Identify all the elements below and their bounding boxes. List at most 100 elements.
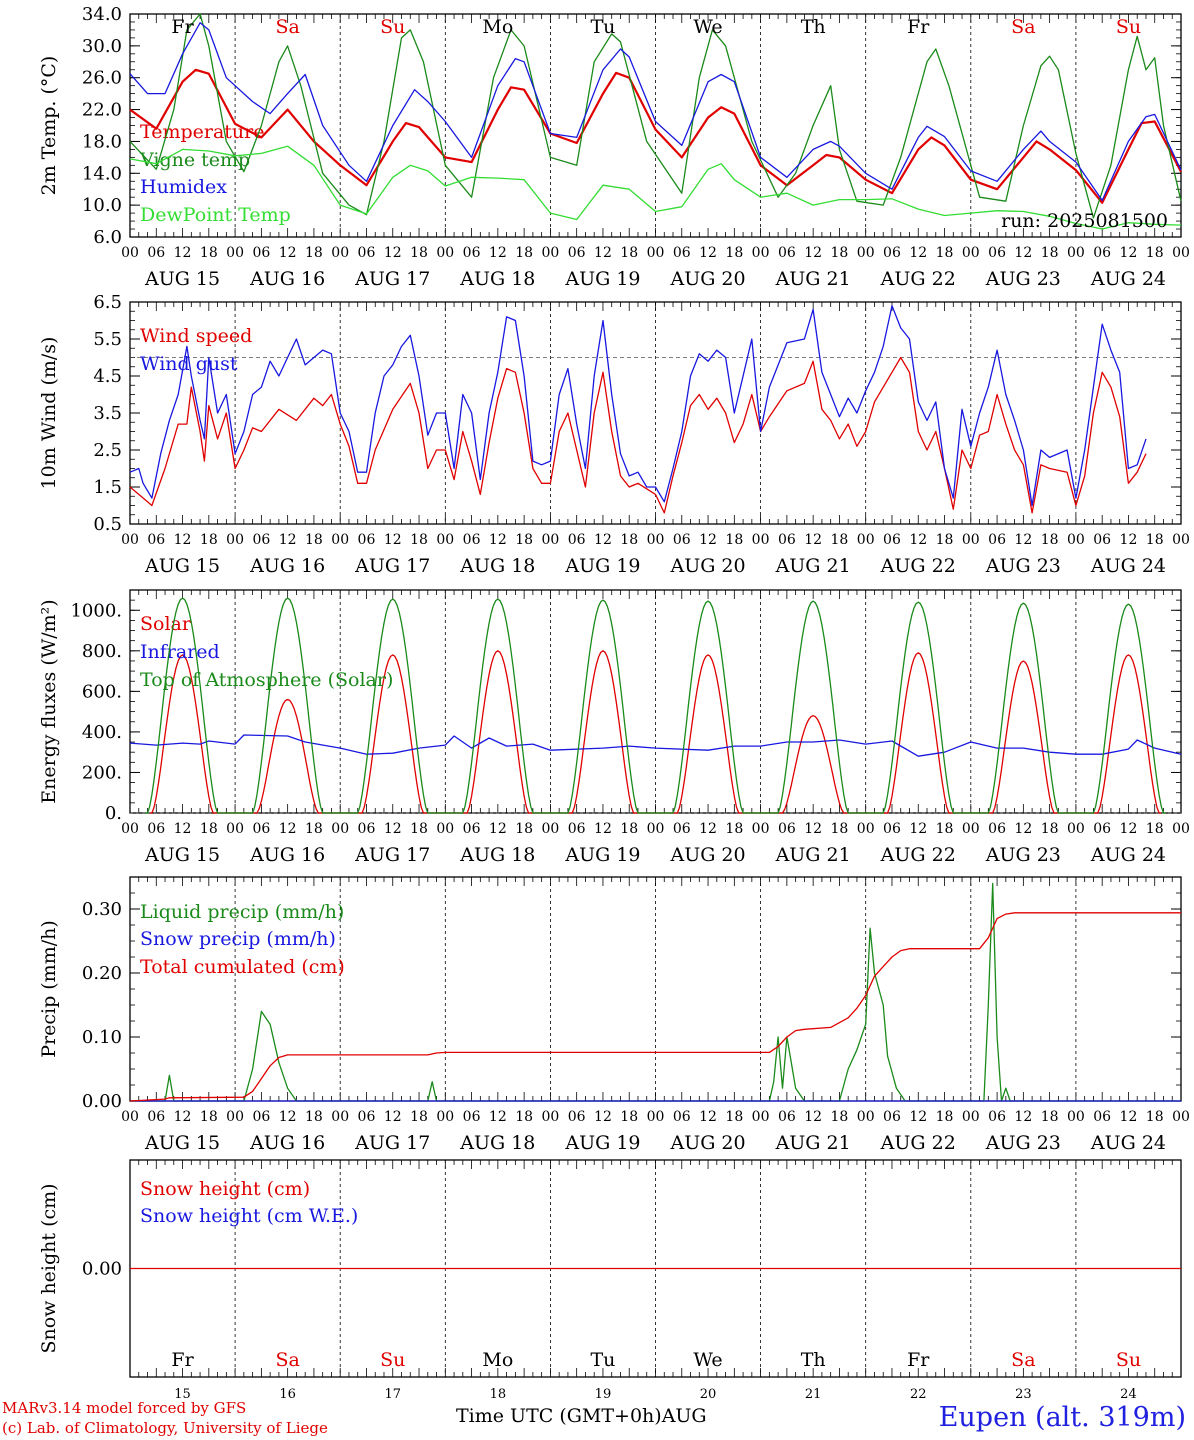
- y-tick-label: 6.0: [93, 227, 122, 248]
- series-line-blue: [129, 305, 1147, 507]
- date-label: AUG 23: [985, 1132, 1061, 1154]
- hour-tick-label: 18: [515, 821, 533, 837]
- date-label: AUG 18: [459, 844, 535, 866]
- hour-tick-label: 06: [568, 532, 586, 548]
- hour-tick-label: 12: [594, 532, 612, 548]
- hour-tick-label: 00: [226, 1109, 244, 1125]
- hour-tick-label: 06: [1093, 1109, 1111, 1125]
- hour-tick-label: 12: [489, 1109, 507, 1125]
- hour-tick-label: 18: [200, 821, 218, 837]
- y-tick-label: 400.: [82, 722, 122, 743]
- hour-tick-label: 06: [358, 532, 376, 548]
- hour-tick-label: 12: [279, 821, 297, 837]
- y-tick-label: 0.: [105, 803, 122, 824]
- y-tick-label: 0.20: [82, 963, 122, 984]
- hour-tick-label: 00: [226, 532, 244, 548]
- date-label: AUG 15: [144, 1132, 220, 1154]
- hour-tick-label: 18: [515, 1109, 533, 1125]
- hour-tick-label: 18: [936, 821, 954, 837]
- day-number: 22: [910, 1387, 927, 1402]
- weekday-label: Fr: [907, 1349, 930, 1371]
- series-line-blue: [129, 734, 1182, 757]
- date-label: AUG 20: [669, 844, 745, 866]
- hour-tick-label: 06: [147, 245, 165, 261]
- legend-entry: Solar: [140, 613, 192, 635]
- legend-entry: Top of Atmosphere (Solar): [140, 669, 393, 691]
- plot-frame: [129, 589, 1182, 814]
- hour-tick-label: 00: [1067, 245, 1085, 261]
- hour-tick-label: 06: [673, 532, 691, 548]
- hour-tick-label: 18: [936, 532, 954, 548]
- hour-tick-label: 00: [857, 1109, 875, 1125]
- hour-tick-label: 00: [647, 821, 665, 837]
- date-label: AUG 20: [669, 1132, 745, 1154]
- hour-tick-label: 06: [252, 1109, 270, 1125]
- hour-tick-label: 18: [831, 1109, 849, 1125]
- hour-tick-label: 06: [673, 245, 691, 261]
- date-label: AUG 20: [669, 268, 745, 290]
- hour-tick-label: 06: [988, 1109, 1006, 1125]
- y-tick-label: 800.: [82, 641, 122, 662]
- hour-tick-label: 00: [647, 532, 665, 548]
- hour-tick-label: 00: [121, 532, 139, 548]
- hour-tick-label: 00: [436, 245, 454, 261]
- hour-tick-label: 00: [331, 821, 349, 837]
- weekday-label: Sa: [1011, 16, 1035, 38]
- date-label: AUG 16: [249, 555, 325, 577]
- hour-tick-label: 18: [410, 821, 428, 837]
- hour-tick-label: 06: [883, 245, 901, 261]
- hour-tick-label: 12: [1014, 245, 1032, 261]
- date-label: AUG 23: [985, 555, 1061, 577]
- hour-tick-label: 00: [647, 245, 665, 261]
- hour-tick-label: 06: [252, 821, 270, 837]
- hour-tick-label: 00: [1067, 821, 1085, 837]
- series-line-green: [129, 13, 1182, 219]
- hour-tick-label: 18: [305, 532, 323, 548]
- legend-entry: DewPoint Temp: [140, 204, 291, 226]
- hour-tick-label: 06: [778, 532, 796, 548]
- model-credit: MARv3.14 model forced by GFS: [2, 1399, 247, 1417]
- hour-tick-label: 12: [384, 245, 402, 261]
- date-label: AUG 15: [144, 555, 220, 577]
- hour-tick-label: 06: [568, 245, 586, 261]
- hour-tick-label: 12: [804, 532, 822, 548]
- hour-tick-label: 12: [909, 1109, 927, 1125]
- y-tick-label: 0.10: [82, 1027, 122, 1048]
- series-line-red: [129, 68, 1182, 204]
- hour-tick-label: 12: [804, 821, 822, 837]
- hour-tick-label: 18: [1041, 532, 1059, 548]
- hour-tick-label: 12: [909, 532, 927, 548]
- hour-tick-label: 18: [305, 245, 323, 261]
- series-line-red: [129, 356, 1147, 514]
- hour-tick-label: 12: [174, 1109, 192, 1125]
- hour-tick-label: 06: [463, 532, 481, 548]
- hour-tick-label: 00: [331, 532, 349, 548]
- hour-tick-label: 18: [936, 245, 954, 261]
- weekday-label: Tu: [590, 1349, 615, 1371]
- hour-tick-label: 12: [804, 245, 822, 261]
- weekday-label: Th: [801, 1349, 826, 1371]
- date-label: AUG 24: [1090, 844, 1166, 866]
- hour-tick-label: 06: [568, 821, 586, 837]
- date-label: AUG 19: [564, 844, 640, 866]
- hour-tick-label: 12: [909, 821, 927, 837]
- hour-tick-label: 06: [463, 821, 481, 837]
- y-axis-label: Energy fluxes (W/m²): [38, 599, 60, 803]
- hour-tick-label: 18: [620, 821, 638, 837]
- y-axis-label: 2m Temp. (°C): [38, 56, 60, 196]
- hour-tick-label: 18: [1041, 821, 1059, 837]
- hour-tick-label: 06: [147, 1109, 165, 1125]
- hour-tick-label: 12: [489, 245, 507, 261]
- hour-tick-label: 06: [147, 821, 165, 837]
- hour-tick-label: 06: [358, 1109, 376, 1125]
- hour-tick-label: 18: [831, 532, 849, 548]
- date-label: AUG 23: [985, 844, 1061, 866]
- hour-tick-label: 18: [1146, 821, 1164, 837]
- hour-tick-label: 06: [673, 821, 691, 837]
- hour-tick-label: 12: [699, 532, 717, 548]
- hour-tick-label: 06: [568, 1109, 586, 1125]
- date-label: AUG 15: [144, 844, 220, 866]
- day-number: 21: [805, 1387, 822, 1402]
- hour-tick-label: 00: [541, 1109, 559, 1125]
- y-tick-label: 0.30: [82, 899, 122, 920]
